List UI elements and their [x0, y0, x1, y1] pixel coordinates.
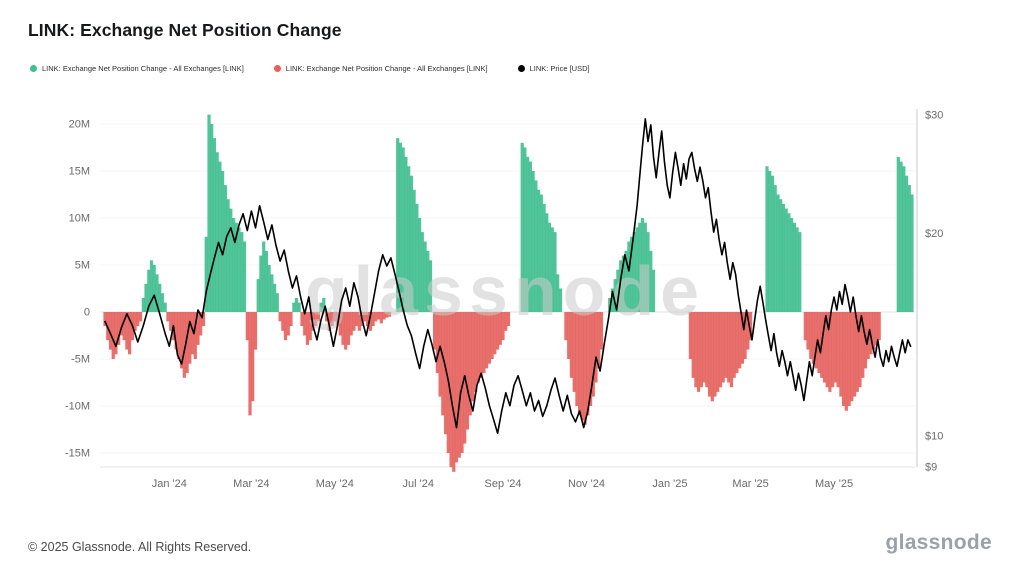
svg-text:15M: 15M: [69, 166, 90, 178]
svg-text:0: 0: [84, 307, 90, 319]
page-title: LINK: Exchange Net Position Change: [28, 20, 342, 40]
svg-text:20M: 20M: [69, 119, 90, 131]
red-dot-icon: [273, 65, 281, 72]
svg-text:5M: 5M: [75, 260, 90, 272]
svg-text:May '24: May '24: [316, 478, 354, 490]
svg-text:$30: $30: [925, 110, 943, 122]
copyright-text: © 2025 Glassnode. All Rights Reserved.: [28, 540, 252, 554]
svg-text:Sep '24: Sep '24: [485, 478, 522, 490]
chart-canvas[interactable]: glassnode 20M 15M 10M 5M 0 -5M -10M -15M $30 $20 $1…: [0, 95, 1024, 515]
svg-text:Jan '25: Jan '25: [652, 478, 687, 490]
svg-text:Jan '24: Jan '24: [152, 478, 187, 490]
svg-text:$9: $9: [925, 462, 937, 474]
svg-text:-15M: -15M: [65, 448, 90, 460]
chart-area[interactable]: glassnode 20M 15M 10M 5M 0 -5M -10M -15M $30 $20 $1…: [0, 95, 1024, 515]
svg-text:Jul '24: Jul '24: [402, 478, 433, 490]
legend-label: LINK: Price [USD]: [529, 64, 590, 73]
legend-label: LINK: Exchange Net Position Change - All…: [285, 64, 488, 73]
glassnode-watermark: glassnode: [305, 252, 705, 330]
green-dot-icon: [30, 65, 37, 72]
svg-text:-5M: -5M: [71, 354, 90, 366]
svg-text:-10M: -10M: [65, 401, 90, 413]
black-dot-icon: [517, 65, 525, 72]
price-line: [104, 118, 912, 435]
svg-text:Nov '24: Nov '24: [568, 478, 605, 490]
legend-item-net-position-positive[interactable]: LINK: Exchange Net Position Change - All…: [30, 64, 244, 73]
chart-legend: LINK: Exchange Net Position Change - All…: [30, 64, 590, 73]
glassnode-logo: glassnode: [885, 531, 992, 554]
legend-label: LINK: Exchange Net Position Change - All…: [42, 64, 244, 73]
svg-text:$20: $20: [925, 228, 943, 240]
left-axis-labels: 20M 15M 10M 5M 0 -5M -10M -15M: [65, 119, 90, 460]
svg-text:Mar '25: Mar '25: [732, 478, 768, 490]
legend-item-net-position-negative[interactable]: LINK: Exchange Net Position Change - All…: [273, 64, 488, 73]
x-axis-labels: Jan '24 Mar '24 May '24 Jul '24 Sep '24 Nov '…: [152, 478, 853, 490]
svg-text:10M: 10M: [69, 213, 90, 225]
net-position-bars: [103, 114, 914, 472]
svg-text:May '25: May '25: [815, 478, 853, 490]
right-axis-labels: $30 $20 $10 $9: [925, 110, 943, 474]
svg-text:$10: $10: [925, 431, 943, 443]
legend-item-price[interactable]: LINK: Price [USD]: [517, 64, 590, 73]
svg-text:Mar '24: Mar '24: [233, 478, 269, 490]
